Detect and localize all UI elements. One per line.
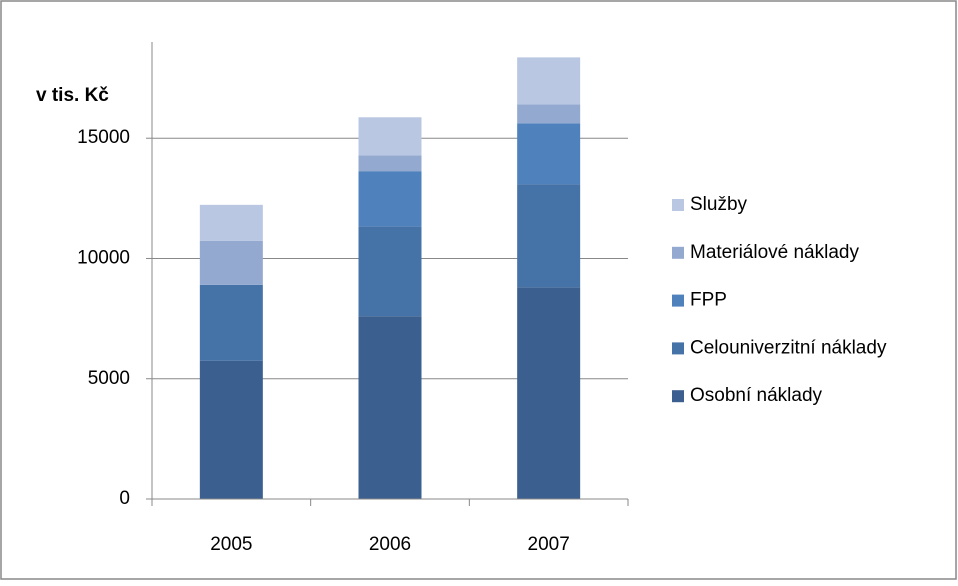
legend-swatch	[672, 199, 684, 211]
bar-segment	[358, 171, 422, 227]
legend-label: Osobní náklady	[690, 385, 823, 406]
y-axis-label: v tis. Kč	[36, 85, 109, 106]
legend-label: FPP	[690, 290, 727, 311]
y-tick-label: 5000	[88, 368, 130, 389]
x-tick-label: 2006	[369, 534, 411, 555]
bar-segment	[199, 360, 263, 499]
bar-segment	[517, 104, 581, 124]
bar-segment	[358, 117, 422, 156]
y-tick-label: 0	[119, 488, 130, 509]
bar-segment	[517, 287, 581, 499]
legend-label: Služby	[690, 194, 748, 215]
bar-segment	[199, 284, 263, 361]
bar-segment	[517, 123, 581, 185]
x-tick-label: 2005	[210, 534, 252, 555]
bar-segment	[358, 316, 422, 499]
legend-swatch	[672, 294, 684, 307]
legend-label: Celouniverzitní náklady	[690, 337, 887, 358]
bar-segment	[199, 240, 263, 285]
y-tick-label: 10000	[77, 247, 130, 268]
y-tick-label: 15000	[77, 127, 130, 148]
bar-segment	[358, 155, 422, 172]
legend-label: Materiálové náklady	[690, 242, 859, 263]
legend-swatch	[672, 342, 684, 355]
bar-segment	[199, 204, 263, 241]
x-tick-label: 2007	[528, 534, 570, 555]
bar-segment	[517, 184, 581, 288]
legend-swatch	[672, 390, 684, 403]
bar-segment	[358, 226, 422, 317]
bar-segment	[517, 57, 581, 105]
legend-swatch	[672, 246, 684, 259]
